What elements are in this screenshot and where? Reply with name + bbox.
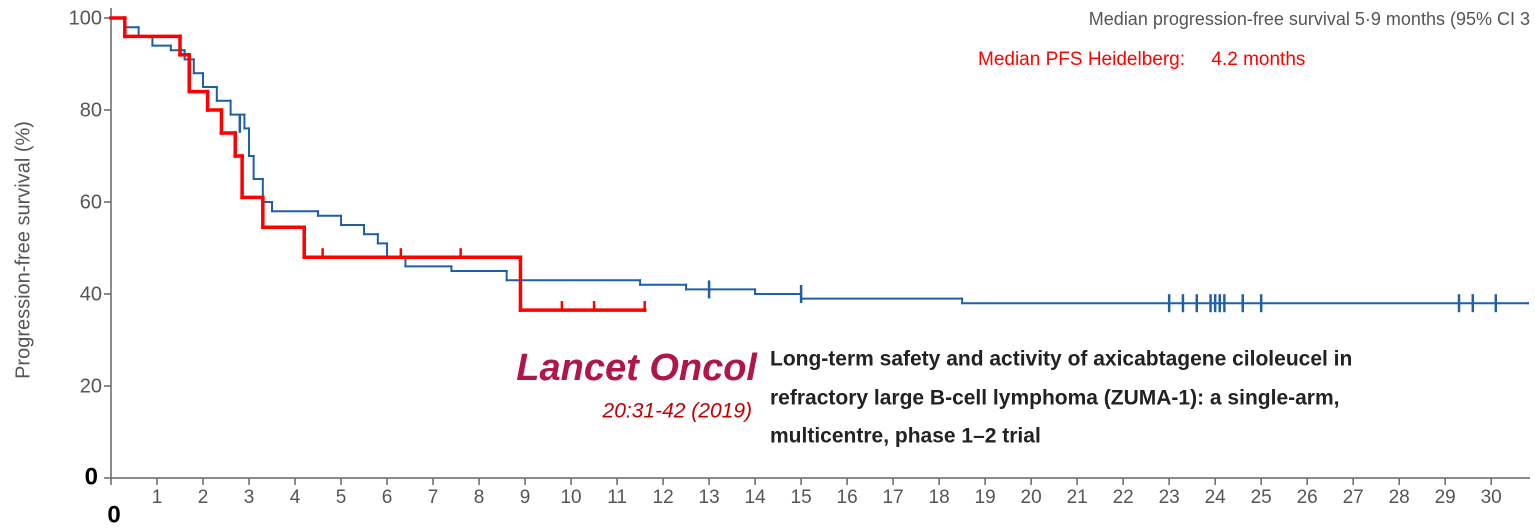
x-tick-label: 28: [1389, 487, 1410, 508]
x-tick-label: 0: [107, 501, 120, 528]
x-tick-label: 6: [382, 487, 393, 508]
x-tick-label: 23: [1159, 487, 1180, 508]
x-tick-label: 10: [560, 487, 581, 508]
x-tick-label: 2: [198, 487, 209, 508]
x-tick-label: 30: [1481, 487, 1502, 508]
y-axis-label: Progression-free survival (%): [12, 121, 34, 379]
x-tick-label: 18: [929, 487, 950, 508]
x-tick-label: 25: [1251, 487, 1272, 508]
x-tick-label: 26: [1297, 487, 1318, 508]
x-tick-label: 21: [1067, 487, 1088, 508]
x-tick-label: 11: [607, 487, 627, 508]
paper-title-line: refractory large B-cell lymphoma (ZUMA-1…: [770, 387, 1339, 410]
y-tick-label: 80: [80, 99, 102, 121]
x-tick-label: 4: [290, 487, 301, 508]
x-tick-label: 29: [1435, 487, 1456, 508]
x-tick-label: 9: [520, 487, 531, 508]
x-tick-label: 14: [745, 487, 767, 508]
x-tick-label: 22: [1113, 487, 1134, 508]
x-tick-label: 20: [1021, 487, 1042, 508]
journal: Lancet Oncol: [516, 347, 758, 389]
y-tick-label: 0: [85, 463, 98, 490]
heidelberg-median: Median PFS Heidelberg: 4.2 months: [978, 49, 1305, 70]
x-tick-label: 7: [428, 487, 439, 508]
x-tick-label: 24: [1205, 487, 1227, 508]
x-tick-label: 1: [152, 487, 163, 508]
x-tick-label: 19: [975, 487, 996, 508]
x-tick-label: 13: [699, 487, 720, 508]
x-tick-label: 16: [837, 487, 858, 508]
x-tick-label: 17: [883, 487, 904, 508]
paper-title-line: Long-term safety and activity of axicabt…: [770, 348, 1352, 371]
y-tick-label: 40: [80, 283, 102, 305]
x-tick-label: 12: [653, 487, 674, 508]
y-tick-label: 100: [69, 7, 102, 29]
x-tick-label: 8: [474, 487, 485, 508]
x-tick-label: 27: [1343, 487, 1364, 508]
paper-title-line: multicentre, phase 1–2 trial: [770, 425, 1041, 448]
y-tick-label: 60: [80, 191, 102, 213]
y-tick-label: 20: [80, 375, 102, 397]
zuma-median: Median progression-free survival 5·9 mon…: [1089, 9, 1530, 29]
x-tick-label: 5: [336, 487, 347, 508]
x-tick-label: 15: [791, 487, 812, 508]
x-tick-label: 3: [244, 487, 255, 508]
citation: 20:31-42 (2019): [602, 400, 752, 423]
